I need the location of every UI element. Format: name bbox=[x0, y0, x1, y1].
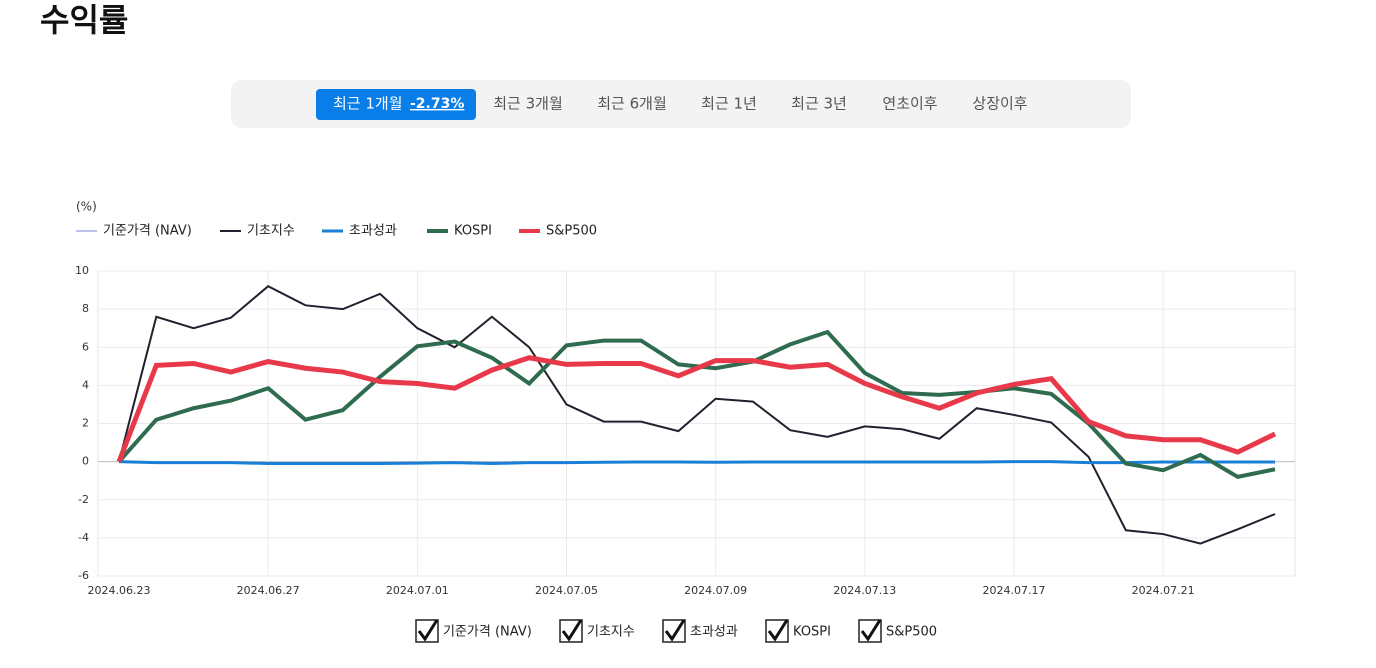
y-tick-label: -2 bbox=[78, 493, 89, 506]
tab-return[interactable]: -2.73% bbox=[410, 96, 464, 112]
checkmark[interactable] bbox=[561, 619, 583, 642]
series-line bbox=[118, 285, 1276, 545]
y-tick-label: 10 bbox=[75, 264, 89, 277]
y-tick-label: 2 bbox=[82, 417, 89, 430]
series-line bbox=[117, 329, 1276, 479]
checkbox-label[interactable]: S&P500 bbox=[886, 625, 937, 640]
checkbox-label[interactable]: KOSPI bbox=[793, 625, 831, 640]
checkbox-label[interactable]: 기준가격 (NAV) bbox=[443, 625, 532, 640]
x-tick-label: 2024.07.01 bbox=[386, 584, 449, 597]
y-tick-label: -4 bbox=[78, 531, 89, 544]
y-tick-label: 8 bbox=[82, 302, 89, 315]
y-tick-label: 4 bbox=[82, 378, 89, 391]
checkbox-label[interactable]: 기초지수 bbox=[587, 625, 635, 640]
tab-label[interactable]: 최근 6개월 bbox=[597, 95, 667, 113]
checkmark[interactable] bbox=[417, 619, 439, 642]
x-tick-label: 2024.06.27 bbox=[237, 584, 300, 597]
checkmark[interactable] bbox=[664, 619, 686, 642]
x-tick-label: 2024.07.17 bbox=[982, 584, 1045, 597]
x-tick-label: 2024.07.05 bbox=[535, 584, 598, 597]
tab-label[interactable]: 연초이후 bbox=[882, 95, 937, 113]
tab-label[interactable]: 최근 1년 bbox=[701, 95, 757, 113]
x-tick-label: 2024.07.21 bbox=[1132, 584, 1195, 597]
tab-label[interactable]: 최근 1개월 bbox=[333, 95, 403, 113]
y-tick-label: -6 bbox=[78, 569, 89, 582]
tab-label[interactable]: 상장이후 bbox=[972, 95, 1027, 113]
legend-label: 초과성과 bbox=[349, 224, 397, 239]
legend-label: S&P500 bbox=[546, 224, 597, 239]
legend-label: 기준가격 (NAV) bbox=[103, 224, 192, 239]
y-tick-label: 0 bbox=[82, 455, 89, 468]
x-tick-label: 2024.07.13 bbox=[833, 584, 896, 597]
x-tick-label: 2024.06.23 bbox=[88, 584, 151, 597]
tab-label[interactable]: 최근 3개월 bbox=[493, 95, 563, 113]
page-title: 수익률 bbox=[40, 1, 128, 39]
active-tab[interactable] bbox=[316, 89, 476, 120]
x-tick-label: 2024.07.09 bbox=[684, 584, 747, 597]
series-line bbox=[118, 460, 1275, 466]
tab-label[interactable]: 최근 3년 bbox=[791, 95, 847, 113]
checkmark[interactable] bbox=[860, 619, 882, 642]
checkmark[interactable] bbox=[767, 619, 789, 642]
y-tick-label: 6 bbox=[82, 340, 89, 353]
checkbox-label[interactable]: 초과성과 bbox=[690, 625, 738, 640]
legend-label: KOSPI bbox=[454, 224, 492, 239]
legend-label: 기초지수 bbox=[247, 224, 295, 239]
series-line bbox=[116, 355, 1277, 463]
y-unit: (%) bbox=[76, 200, 97, 214]
